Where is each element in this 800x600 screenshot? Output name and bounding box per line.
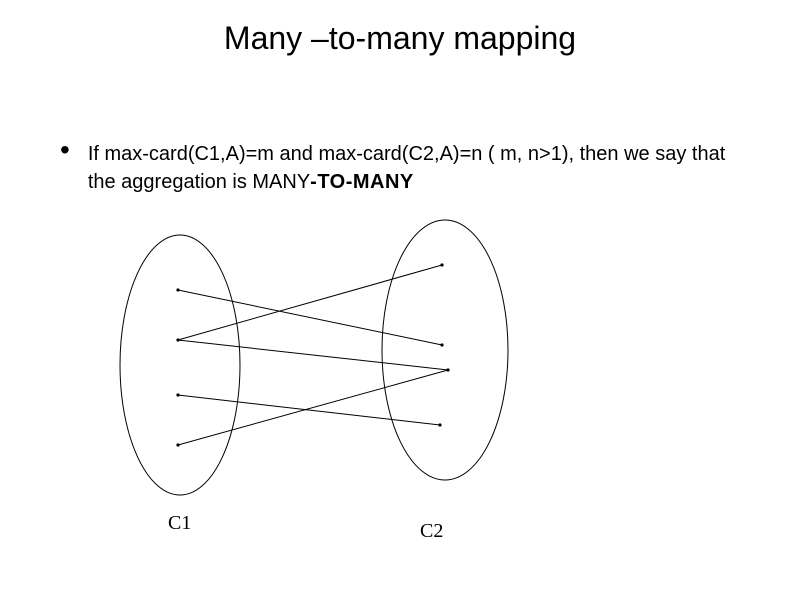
diagram-svg xyxy=(100,210,580,550)
page-title: Many –to-many mapping xyxy=(0,0,800,57)
bullet-item: • If max-card(C1,A)=m and max-card(C2,A)… xyxy=(60,140,740,196)
bullet-text-emph: -TO-MANY xyxy=(310,171,414,193)
label-c2: C2 xyxy=(420,520,443,543)
mapping-diagram: C1 C2 xyxy=(100,210,580,550)
bullet-text: If max-card(C1,A)=m and max-card(C2,A)=n… xyxy=(88,140,740,196)
bullet-dot-icon: • xyxy=(60,140,70,160)
label-c1: C1 xyxy=(168,512,191,535)
